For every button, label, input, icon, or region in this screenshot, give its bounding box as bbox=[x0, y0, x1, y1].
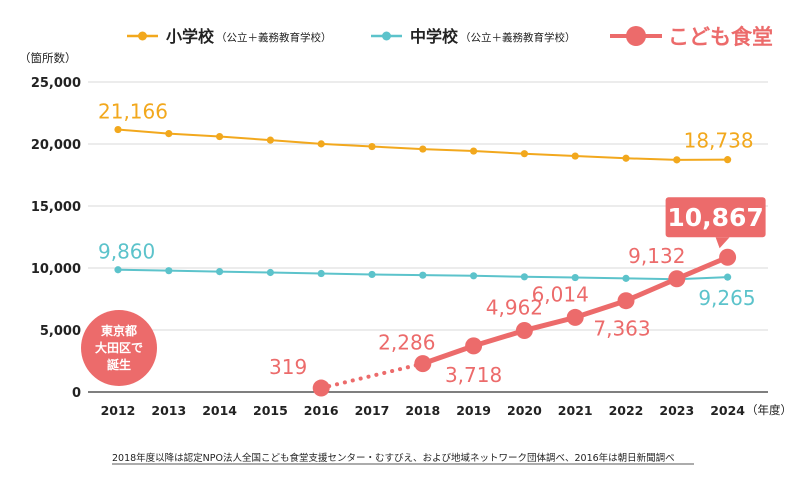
x-tick-label: 2014 bbox=[202, 403, 237, 418]
data-point-kodomo bbox=[465, 337, 483, 355]
data-label-junior-last: 9,265 bbox=[698, 286, 755, 310]
data-point-junior bbox=[216, 268, 224, 276]
data-point-junior bbox=[165, 267, 173, 275]
data-labels: 21,166 18,738 9,860 9,265 319 2,286 3,718 4,962… bbox=[98, 100, 766, 387]
data-point-elementary bbox=[368, 142, 376, 151]
y-tick-label: 25,000 bbox=[31, 76, 81, 91]
x-tick-label: 2015 bbox=[253, 403, 288, 418]
legend: 小学校 （公立＋義務教育学校） 中学校 （公立＋義務教育学校） こども食堂 bbox=[127, 25, 773, 49]
data-point-junior bbox=[114, 266, 122, 274]
legend-item-elementary: 小学校 （公立＋義務教育学校） bbox=[127, 27, 332, 46]
data-point-junior bbox=[368, 270, 376, 279]
data-label-junior-first: 9,860 bbox=[98, 240, 155, 264]
data-label-kodomo: 6,014 bbox=[532, 282, 589, 306]
x-axis-ticks: 2012 2013 2014 2015 2016 2017 2018 2019 2020 2021… bbox=[101, 403, 746, 418]
y-tick-label: 20,000 bbox=[31, 138, 81, 153]
legend-item-kodomo: こども食堂 bbox=[610, 25, 773, 49]
data-label-kodomo-highlight-box bbox=[665, 197, 766, 238]
data-label-kodomo: 9,132 bbox=[628, 244, 685, 268]
series-line-kodomo-dotted bbox=[319, 361, 425, 391]
x-tick-label: 2021 bbox=[558, 403, 593, 418]
data-point-kodomo bbox=[312, 379, 330, 397]
x-tick-label: 2022 bbox=[609, 403, 644, 418]
legend-item-junior: 中学校 （公立＋義務教育学校） bbox=[371, 27, 576, 46]
x-tick-label: 2020 bbox=[507, 403, 542, 418]
data-point-kodomo bbox=[566, 308, 584, 326]
legend-label-junior: 中学校 bbox=[410, 27, 459, 46]
data-point-junior bbox=[520, 273, 529, 281]
data-label-kodomo: 319 bbox=[269, 355, 307, 379]
legend-label-elementary: 小学校 bbox=[166, 27, 215, 46]
data-label-elementary-first: 21,166 bbox=[98, 100, 168, 124]
x-tick-label: 2024 bbox=[710, 403, 745, 418]
data-point-elementary bbox=[520, 150, 529, 158]
data-point-kodomo bbox=[515, 321, 533, 339]
data-point-kodomo bbox=[719, 248, 737, 266]
x-tick-label: 2018 bbox=[405, 403, 440, 418]
data-label-kodomo: 7,363 bbox=[593, 317, 650, 341]
data-label-kodomo-last: 10,867 bbox=[667, 203, 763, 232]
legend-note-junior: （公立＋義務教育学校） bbox=[460, 31, 576, 44]
data-label-elementary-last: 18,738 bbox=[684, 129, 754, 153]
x-tick-label: 2012 bbox=[101, 403, 136, 418]
y-tick-label: 0 bbox=[72, 386, 81, 401]
legend-label-kodomo: こども食堂 bbox=[668, 25, 773, 49]
legend-marker-junior bbox=[382, 31, 391, 41]
origin-callout: 東京都 大田区で 誕生 bbox=[81, 310, 157, 386]
data-point-junior bbox=[571, 273, 579, 282]
y-tick-label: 5,000 bbox=[40, 324, 81, 339]
data-point-elementary bbox=[673, 156, 681, 164]
source-note: 2018年度以降は認定NPO法人全国こども食堂支援センター・むすびえ、および地域… bbox=[112, 452, 675, 464]
data-point-junior bbox=[317, 269, 325, 278]
data-point-junior bbox=[266, 268, 274, 277]
legend-marker-kodomo bbox=[626, 26, 646, 46]
data-point-elementary bbox=[571, 152, 579, 160]
data-point-junior bbox=[622, 274, 630, 282]
data-point-elementary bbox=[114, 125, 122, 134]
data-point-kodomo bbox=[617, 292, 635, 310]
data-point-elementary bbox=[622, 154, 630, 162]
x-axis-unit: （年度） bbox=[746, 403, 792, 417]
y-axis-label: （箇所数） bbox=[19, 51, 77, 65]
y-axis-ticks: 25,000 20,000 15,000 10,000 5,000 0 bbox=[31, 76, 81, 401]
data-label-kodomo: 3,718 bbox=[445, 363, 502, 387]
grid bbox=[88, 81, 768, 393]
data-point-kodomo bbox=[668, 270, 686, 288]
data-point-junior bbox=[724, 273, 732, 281]
data-point-elementary bbox=[470, 147, 478, 155]
series-line-elementary bbox=[117, 128, 728, 161]
x-tick-label: 2016 bbox=[304, 403, 339, 418]
y-tick-label: 10,000 bbox=[31, 262, 81, 277]
data-label-kodomo-highlight-pointer bbox=[715, 237, 730, 249]
x-tick-label: 2013 bbox=[151, 403, 186, 418]
origin-callout-bubble bbox=[81, 310, 157, 386]
x-tick-label: 2019 bbox=[456, 403, 491, 418]
data-point-junior bbox=[419, 271, 427, 279]
x-tick-label: 2023 bbox=[659, 403, 694, 418]
origin-callout-line-2: 大田区で bbox=[95, 340, 143, 355]
x-tick-label: 2017 bbox=[355, 403, 390, 418]
legend-marker-elementary bbox=[138, 31, 147, 41]
origin-callout-line-3: 誕生 bbox=[107, 357, 131, 372]
data-point-elementary bbox=[419, 145, 427, 153]
origin-callout-line-1: 東京都 bbox=[101, 323, 137, 338]
series-points bbox=[114, 125, 737, 397]
data-point-elementary bbox=[266, 136, 274, 144]
data-point-elementary bbox=[216, 132, 224, 141]
data-point-elementary bbox=[724, 156, 732, 164]
data-point-elementary bbox=[317, 140, 325, 148]
data-point-kodomo bbox=[414, 355, 432, 373]
y-tick-label: 15,000 bbox=[31, 200, 81, 215]
legend-note-elementary: （公立＋義務教育学校） bbox=[216, 31, 332, 44]
data-point-elementary bbox=[165, 130, 173, 138]
data-label-kodomo: 2,286 bbox=[378, 331, 435, 355]
data-label-kodomo: 4,962 bbox=[486, 295, 543, 319]
data-point-junior bbox=[470, 272, 478, 280]
